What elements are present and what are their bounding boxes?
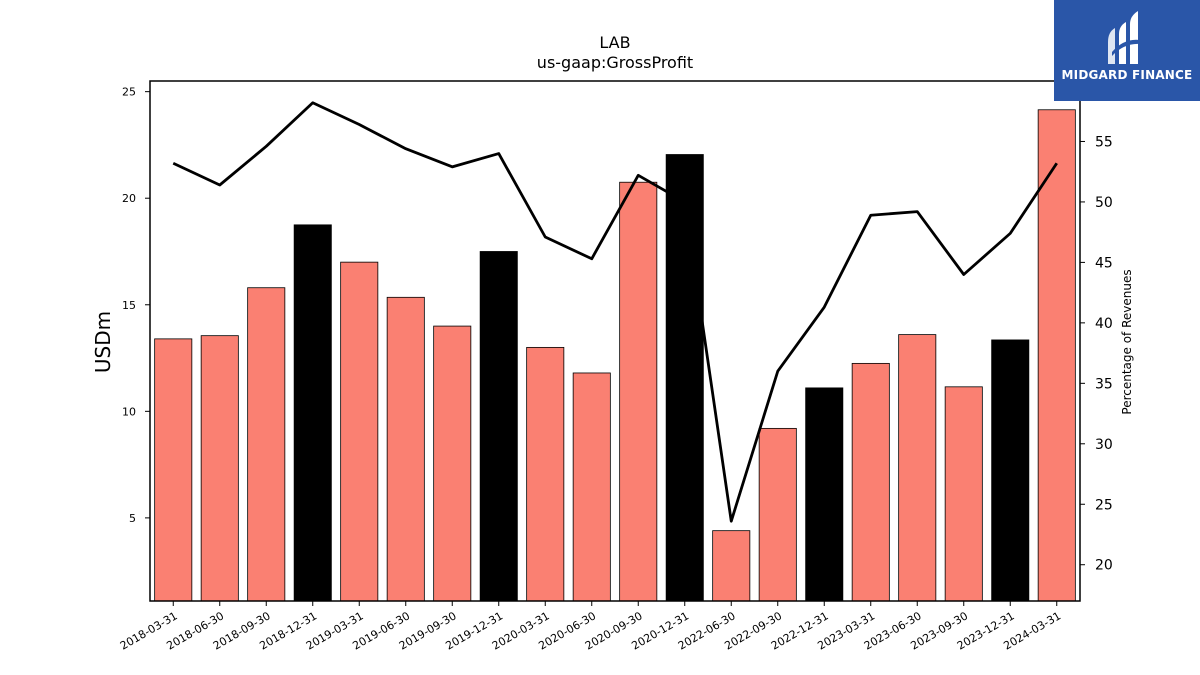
bar	[898, 334, 937, 602]
bar	[758, 427, 797, 602]
x-axis: 2018-03-312018-06-302018-09-302018-12-31…	[118, 601, 1063, 653]
y2-tick-label: 40	[1095, 316, 1113, 332]
bar	[944, 386, 983, 602]
y-axis-label: USDm	[91, 311, 115, 373]
bar	[712, 530, 751, 602]
y-tick-label: 5	[129, 512, 136, 525]
bar	[805, 387, 844, 602]
bar	[572, 372, 611, 602]
bar	[386, 296, 425, 602]
y2-tick-label: 30	[1095, 437, 1113, 453]
bar	[479, 251, 518, 602]
chart-title: LAB	[599, 33, 630, 52]
bar	[1037, 109, 1076, 602]
y-tick-label: 15	[122, 299, 136, 312]
bar	[665, 154, 704, 602]
y2-tick-label: 20	[1095, 558, 1113, 574]
y-axis-right: 20 25 30 35 40 45 50 55	[1080, 134, 1113, 574]
bar	[340, 261, 379, 602]
y2-tick-label: 25	[1095, 497, 1113, 513]
bar	[991, 339, 1030, 602]
line-layer	[172, 101, 1058, 523]
bar	[851, 362, 890, 602]
y2-axis-label: Percentage of Revenues	[1120, 269, 1134, 414]
bar	[619, 181, 658, 602]
bar	[200, 335, 239, 602]
company-logo: MIDGARD FINANCE	[1054, 0, 1200, 101]
y2-tick-label: 55	[1095, 134, 1113, 150]
bar	[293, 224, 332, 602]
y-axis-left: 5 10 15 20 25	[122, 86, 150, 525]
bar	[526, 346, 565, 602]
y2-tick-label: 50	[1095, 195, 1113, 211]
bar	[433, 325, 472, 602]
y-tick-label: 20	[122, 192, 136, 205]
percentage-line	[172, 101, 1058, 523]
bars-layer	[154, 109, 1076, 602]
chart-subtitle: us-gaap:GrossProfit	[537, 53, 693, 72]
plot-frame	[149, 80, 1081, 602]
logo-mark-icon	[1108, 11, 1140, 64]
y2-tick-label: 35	[1095, 376, 1113, 392]
bar	[154, 338, 193, 602]
y-tick-label: 10	[122, 405, 136, 418]
logo-text: MIDGARD FINANCE	[1061, 68, 1193, 82]
bar	[247, 287, 286, 602]
y2-tick-label: 45	[1095, 255, 1113, 271]
y-tick-label: 25	[122, 86, 136, 99]
